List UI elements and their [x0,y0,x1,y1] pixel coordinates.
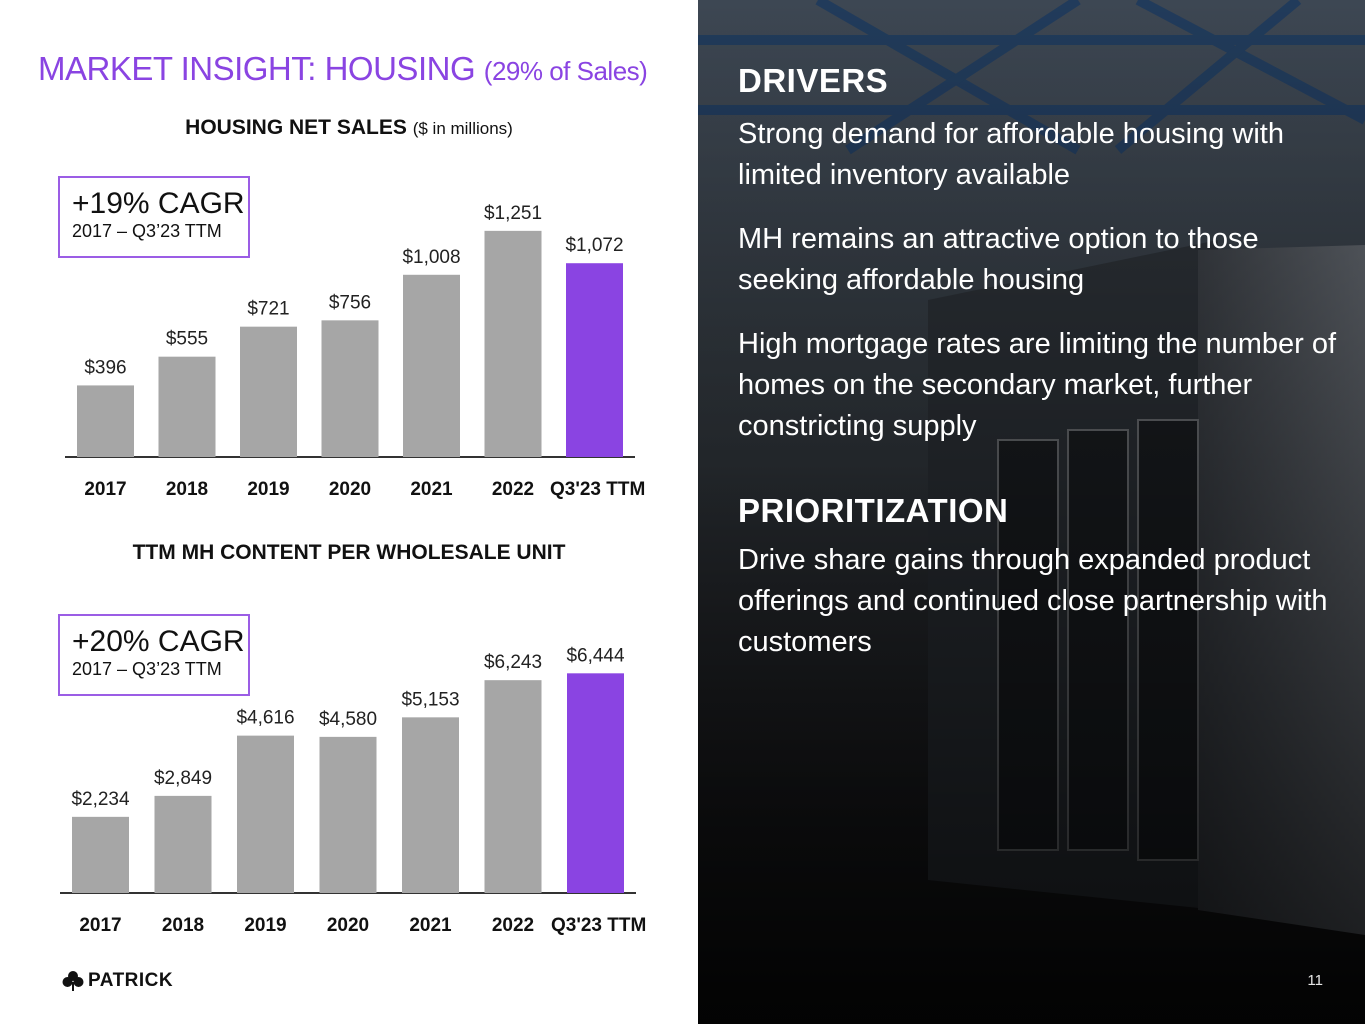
x-tick-label: 2021 [409,915,452,936]
x-tick-label: 2020 [329,479,371,500]
chart1-cagr-callout: +19% CAGR 2017 – Q3’23 TTM [58,176,250,258]
bar-q3-23-ttm [566,263,623,457]
x-tick-label: Q3'23 TTM [550,479,645,500]
bar-value-label: $1,251 [484,203,542,224]
driver-item-1: Strong demand for affordable housing wit… [738,118,1284,191]
bar-value-label: $2,849 [154,768,212,789]
driver-item-3: High mortgage rates are limiting the num… [738,328,1337,442]
bar-2018 [154,795,212,893]
bar-value-label: $396 [84,357,126,378]
bar-2022 [484,230,542,457]
bar-value-label: $756 [329,292,371,313]
bar-2019 [237,735,294,893]
chart2-title-text: TTM MH CONTENT PER WHOLESALE UNIT [132,541,566,564]
bar-value-label: $2,234 [71,789,130,810]
chart2-cagr-headline: +20% CAGR [72,625,245,658]
bar-value-label: $6,444 [566,645,625,666]
chart1-cagr-period: 2017 – Q3’23 TTM [72,221,222,241]
text-panel: DRIVERS Strong demand for affordable hou… [738,62,1358,663]
bar-2018 [158,356,216,457]
bar-value-label: $1,072 [565,235,623,256]
background-photo [698,0,1365,1024]
bar-q3-23-ttm [567,673,624,893]
x-tick-label: 2020 [327,915,369,936]
bar-2021 [403,274,460,457]
clover-icon [62,971,84,991]
x-tick-label: 2017 [84,479,126,500]
left-panel: MARKET INSIGHT: HOUSING (29% of Sales) H… [0,50,698,992]
chart2-title: TTM MH CONTENT PER WHOLESALE UNIT [0,541,698,565]
logo-text: PATRICK [88,970,174,991]
bar-value-label: $6,243 [484,652,542,673]
content-per-unit-chart: $2,234 2017 $2,849 2018 $4,616 2019 $4,580 2020… [60,645,646,936]
bar-2020 [319,736,377,893]
right-panel: DRIVERS Strong demand for affordable hou… [698,0,1365,1024]
drivers-heading: DRIVERS [738,62,889,99]
page-title: MARKET INSIGHT: HOUSING (29% of Sales) [38,50,648,88]
bar-2021 [402,717,459,893]
bar-2017 [77,385,134,457]
bar-value-label: $4,580 [319,709,377,730]
housing-net-sales-chart: $396 2017 $555 2018 $721 2019 $756 2020 $1,008 20… [65,203,645,500]
bar-value-label: $721 [247,299,289,320]
chart1-title-unit: ($ in millions) [412,119,513,138]
bar-2019 [240,326,297,457]
bar-value-label: $4,616 [236,708,294,729]
bar-2017 [72,816,129,893]
chart1-title-text: HOUSING NET SALES [185,116,407,139]
chart1-cagr-headline: +19% CAGR [72,187,245,220]
page-title-main: MARKET INSIGHT: HOUSING [38,50,476,87]
x-tick-label: 2022 [492,479,534,500]
chart2-cagr-period: 2017 – Q3’23 TTM [72,659,222,679]
x-tick-label: 2019 [247,479,289,500]
chart2-cagr-callout: +20% CAGR 2017 – Q3’23 TTM [58,614,250,696]
page-title-sub: (29% of Sales) [483,56,648,86]
page-number: 11 [1307,972,1323,989]
driver-item-2: MH remains an attractive option to those… [738,223,1259,296]
bar-value-label: $555 [166,329,208,350]
chart1-title: HOUSING NET SALES ($ in millions) [0,116,698,140]
patrick-logo: PATRICK [62,970,173,992]
bar-2020 [321,320,379,457]
x-tick-label: 2019 [244,915,286,936]
x-tick-label: 2017 [79,915,121,936]
x-tick-label: 2022 [492,915,534,936]
prioritization-heading: PRIORITIZATION [738,492,1009,529]
bar-value-label: $1,008 [402,247,460,268]
x-tick-label: 2021 [410,479,453,500]
bar-2022 [484,680,542,893]
prioritization-text: Drive share gains through expanded produ… [738,544,1328,658]
x-tick-label: Q3'23 TTM [551,915,646,936]
x-tick-label: 2018 [166,479,208,500]
x-tick-label: 2018 [162,915,204,936]
bar-value-label: $5,153 [401,689,459,710]
